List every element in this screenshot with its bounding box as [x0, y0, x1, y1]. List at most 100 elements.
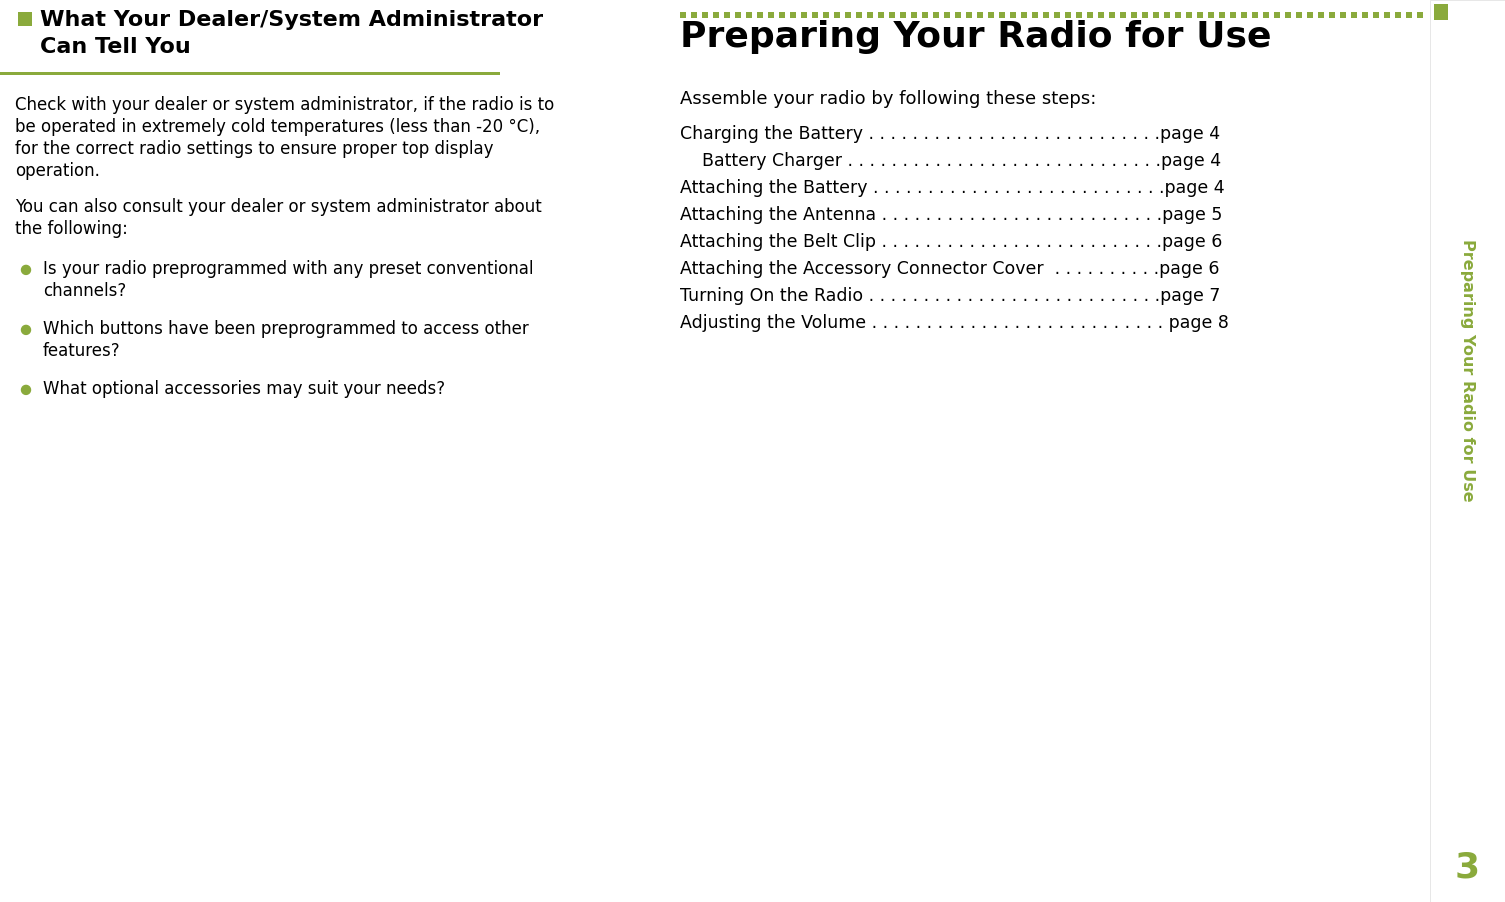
Bar [691, 12, 697, 18]
Bar [1142, 12, 1148, 18]
Circle shape [21, 385, 30, 394]
Text: Attaching the Belt Clip . . . . . . . . . . . . . . . . . . . . . . . . . .page : Attaching the Belt Clip . . . . . . . . … [680, 233, 1222, 251]
Bar [1362, 12, 1368, 18]
Bar [813, 12, 819, 18]
Text: 3: 3 [1455, 851, 1479, 885]
Bar [724, 12, 730, 18]
Bar [1395, 12, 1401, 18]
Text: Turning On the Radio . . . . . . . . . . . . . . . . . . . . . . . . . . .page 7: Turning On the Radio . . . . . . . . . .… [680, 287, 1221, 305]
Bar [877, 12, 883, 18]
Bar [911, 12, 917, 18]
Text: for the correct radio settings to ensure proper top display: for the correct radio settings to ensure… [15, 140, 494, 158]
Text: channels?: channels? [44, 282, 126, 300]
Bar [780, 12, 786, 18]
Bar [999, 12, 1005, 18]
Text: Preparing Your Radio for Use: Preparing Your Radio for Use [680, 20, 1272, 54]
Text: Attaching the Accessory Connector Cover  . . . . . . . . . .page 6: Attaching the Accessory Connector Cover … [680, 260, 1219, 278]
Bar [790, 12, 796, 18]
Bar [1339, 12, 1345, 18]
Bar [1373, 12, 1379, 18]
Bar [1385, 12, 1391, 18]
Text: operation.: operation. [15, 162, 99, 180]
Bar [768, 12, 774, 18]
Bar [701, 12, 707, 18]
Bar [757, 12, 763, 18]
Bar [1066, 12, 1072, 18]
Bar [1430, 0, 1505, 902]
Bar [1186, 12, 1192, 18]
Bar [956, 12, 962, 18]
Bar [1242, 12, 1248, 18]
Bar [1010, 12, 1016, 18]
Bar [889, 12, 895, 18]
Circle shape [21, 265, 30, 274]
Circle shape [21, 326, 30, 335]
Bar [1109, 12, 1115, 18]
Bar [1153, 12, 1159, 18]
Text: Which buttons have been preprogrammed to access other: Which buttons have been preprogrammed to… [44, 320, 528, 338]
Text: Attaching the Battery . . . . . . . . . . . . . . . . . . . . . . . . . . .page : Attaching the Battery . . . . . . . . . … [680, 179, 1225, 197]
Bar [844, 12, 850, 18]
Bar [977, 12, 983, 18]
Text: Attaching the Antenna . . . . . . . . . . . . . . . . . . . . . . . . . .page 5: Attaching the Antenna . . . . . . . . . … [680, 206, 1222, 224]
Text: the following:: the following: [15, 220, 128, 238]
Bar [1020, 12, 1026, 18]
Bar [1252, 12, 1258, 18]
Bar [1054, 12, 1060, 18]
Bar [1087, 12, 1093, 18]
Bar [1163, 12, 1169, 18]
Bar [1285, 12, 1291, 18]
Bar [1175, 12, 1181, 18]
Bar [933, 12, 939, 18]
Text: What optional accessories may suit your needs?: What optional accessories may suit your … [44, 380, 445, 398]
Bar [1120, 12, 1126, 18]
Bar [1318, 12, 1324, 18]
Text: be operated in extremely cold temperatures (less than -20 °C),: be operated in extremely cold temperatur… [15, 118, 540, 136]
Bar [680, 12, 686, 18]
Bar [1196, 12, 1202, 18]
Bar [1434, 4, 1448, 20]
Bar [1043, 12, 1049, 18]
Bar [923, 12, 929, 18]
Bar [734, 12, 740, 18]
Bar [823, 12, 829, 18]
Bar [713, 12, 719, 18]
Bar [1306, 12, 1312, 18]
Text: What Your Dealer/System Administrator: What Your Dealer/System Administrator [41, 10, 543, 30]
Bar [867, 12, 873, 18]
Bar [1351, 12, 1358, 18]
Bar [1032, 12, 1038, 18]
Bar [1329, 12, 1335, 18]
Bar [1076, 12, 1082, 18]
Bar [18, 12, 32, 26]
Bar [1406, 12, 1412, 18]
Text: Can Tell You: Can Tell You [41, 37, 191, 57]
Bar [801, 12, 807, 18]
Bar [987, 12, 993, 18]
Bar [1296, 12, 1302, 18]
Text: Preparing Your Radio for Use: Preparing Your Radio for Use [1460, 239, 1475, 502]
Bar [1209, 12, 1215, 18]
Text: Charging the Battery . . . . . . . . . . . . . . . . . . . . . . . . . . .page 4: Charging the Battery . . . . . . . . . .… [680, 125, 1221, 143]
Bar [746, 12, 752, 18]
Text: You can also consult your dealer or system administrator about: You can also consult your dealer or syst… [15, 198, 542, 216]
Bar [1275, 12, 1279, 18]
Text: Adjusting the Volume . . . . . . . . . . . . . . . . . . . . . . . . . . . page : Adjusting the Volume . . . . . . . . . .… [680, 314, 1230, 332]
Bar [856, 12, 862, 18]
Bar [1418, 12, 1424, 18]
Text: Assemble your radio by following these steps:: Assemble your radio by following these s… [680, 90, 1096, 108]
Bar [1219, 12, 1225, 18]
Text: Battery Charger . . . . . . . . . . . . . . . . . . . . . . . . . . . . .page 4: Battery Charger . . . . . . . . . . . . … [680, 152, 1221, 170]
Bar [1263, 12, 1269, 18]
Text: features?: features? [44, 342, 120, 360]
Bar [0, 72, 500, 75]
Bar [834, 12, 840, 18]
Bar [1230, 12, 1236, 18]
Text: Check with your dealer or system administrator, if the radio is to: Check with your dealer or system adminis… [15, 96, 554, 114]
Bar [944, 12, 950, 18]
Bar [966, 12, 972, 18]
Bar [1130, 12, 1136, 18]
Text: Is your radio preprogrammed with any preset conventional: Is your radio preprogrammed with any pre… [44, 260, 533, 278]
Bar [1099, 12, 1105, 18]
Bar [900, 12, 906, 18]
